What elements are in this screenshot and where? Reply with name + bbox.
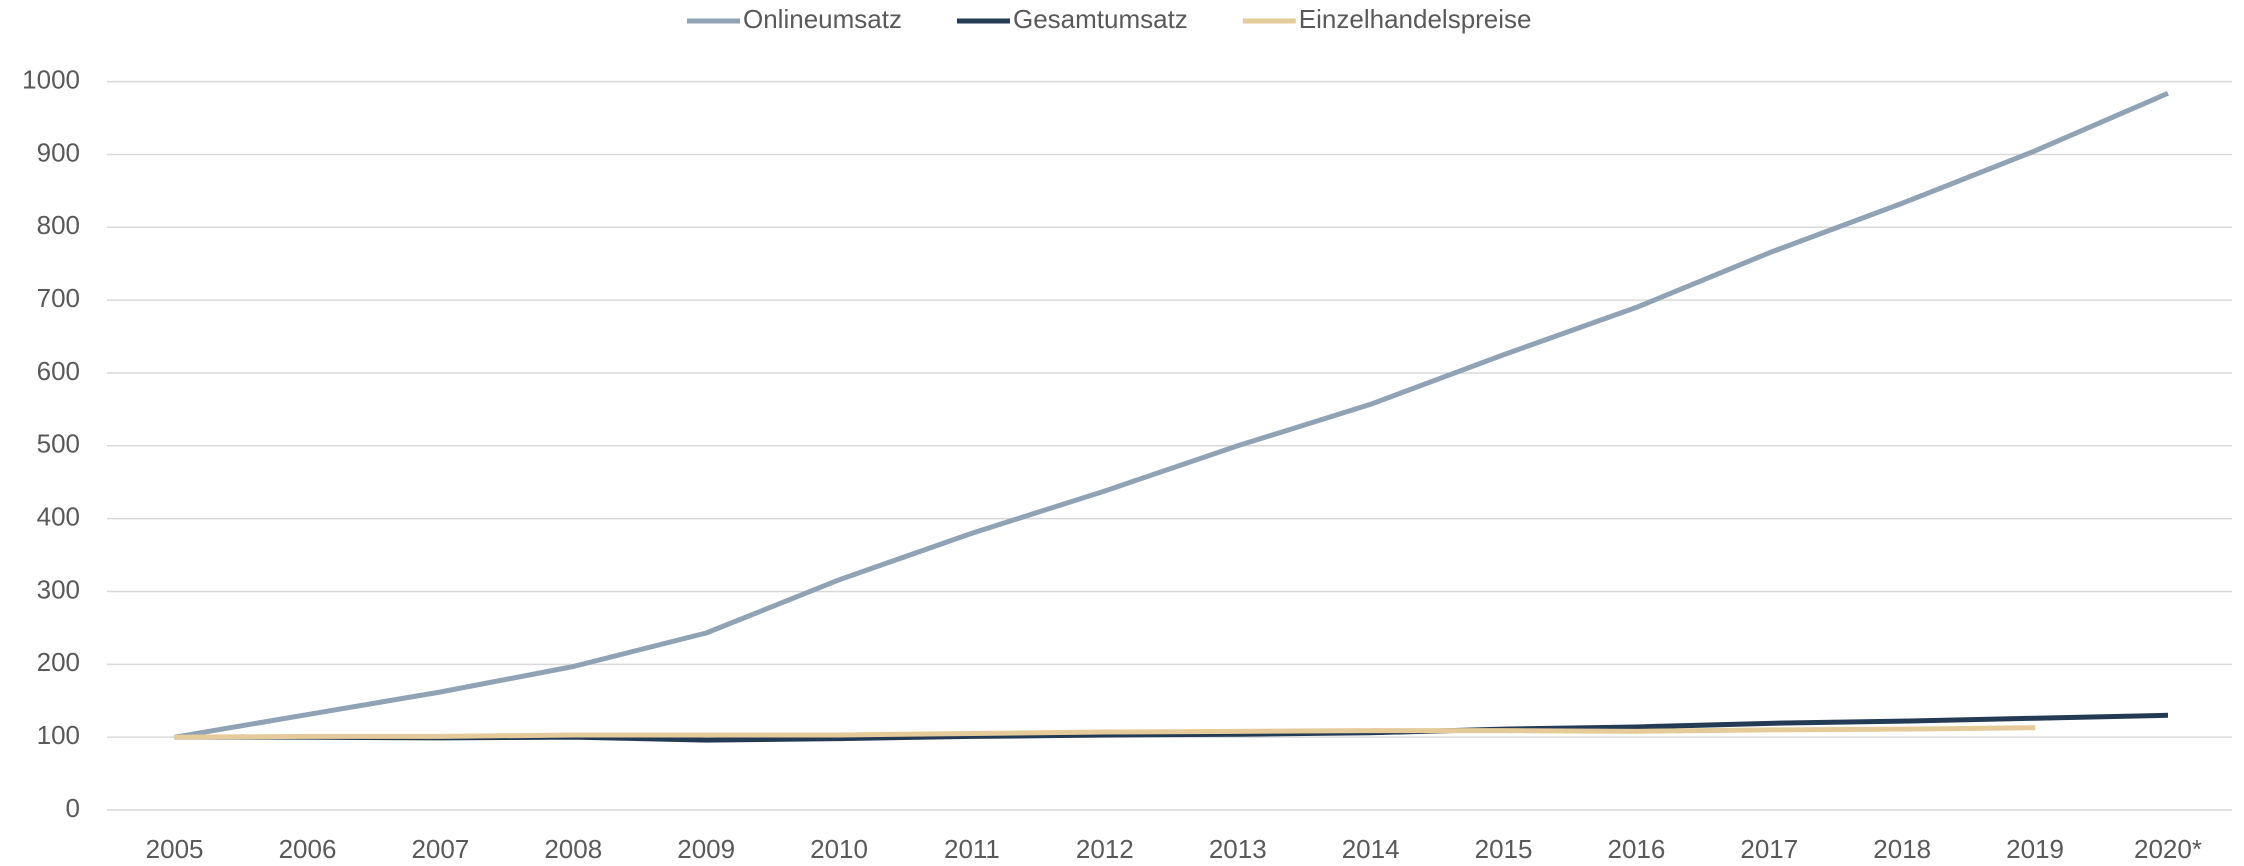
legend-label: Einzelhandelspreise xyxy=(1299,4,1532,34)
x-tick-label: 2017 xyxy=(1740,834,1798,864)
x-tick-label: 2008 xyxy=(544,834,602,864)
x-tick-label: 2007 xyxy=(411,834,469,864)
x-tick-label: 2009 xyxy=(677,834,735,864)
y-tick-label: 200 xyxy=(37,647,80,677)
x-tick-label: 2014 xyxy=(1342,834,1400,864)
x-tick-label: 2018 xyxy=(1873,834,1931,864)
y-tick-label: 700 xyxy=(37,283,80,313)
y-tick-label: 800 xyxy=(37,210,80,240)
y-tick-label: 1000 xyxy=(22,64,80,94)
x-tick-label: 2020* xyxy=(2134,834,2202,864)
x-tick-label: 2006 xyxy=(279,834,337,864)
x-tick-label: 2019 xyxy=(2006,834,2064,864)
x-tick-label: 2016 xyxy=(1608,834,1666,864)
y-tick-label: 400 xyxy=(37,502,80,532)
x-tick-label: 2015 xyxy=(1475,834,1533,864)
x-tick-label: 2012 xyxy=(1076,834,1134,864)
y-tick-label: 300 xyxy=(37,574,80,604)
legend-label: Onlineumsatz xyxy=(743,4,902,34)
x-tick-label: 2013 xyxy=(1209,834,1267,864)
x-tick-label: 2005 xyxy=(146,834,204,864)
series-line xyxy=(174,90,2169,740)
y-tick-label: 600 xyxy=(37,356,80,386)
y-tick-label: 900 xyxy=(37,137,80,167)
legend-label: Gesamtumsatz xyxy=(1013,4,1188,34)
x-tick-label: 2011 xyxy=(944,834,1000,864)
x-tick-label: 2010 xyxy=(810,834,868,864)
y-tick-label: 500 xyxy=(37,429,80,459)
y-tick-label: 0 xyxy=(66,793,80,823)
series-line xyxy=(174,725,2036,740)
y-tick-label: 100 xyxy=(37,720,80,750)
